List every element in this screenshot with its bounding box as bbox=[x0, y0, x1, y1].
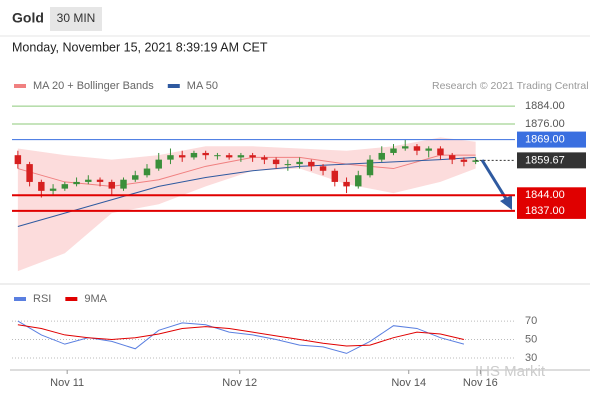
level-label-bg bbox=[517, 131, 586, 148]
candle-body bbox=[73, 181, 80, 185]
candle-body bbox=[331, 170, 339, 182]
ma-line bbox=[17, 156, 476, 227]
legend-label: MA 50 bbox=[187, 80, 218, 92]
legend-swatch bbox=[65, 297, 78, 301]
candle-body bbox=[190, 152, 198, 158]
x-tick-label: Nov 11 bbox=[50, 377, 84, 389]
level-label-bg bbox=[517, 187, 586, 204]
x-tick-label: Nov 14 bbox=[391, 377, 426, 389]
level-label: 1859.67 bbox=[525, 154, 565, 166]
candle-body bbox=[284, 164, 292, 166]
candle-body bbox=[26, 164, 33, 182]
copyright: Research © 2021 Trading Central bbox=[432, 80, 589, 92]
timeframe-tab[interactable] bbox=[50, 7, 102, 31]
instrument-title: Gold bbox=[12, 10, 44, 26]
x-tick-label: Nov 16 bbox=[463, 377, 498, 389]
candle-body bbox=[237, 155, 245, 158]
level-label: 1876.00 bbox=[525, 118, 565, 130]
level-label: 1869.00 bbox=[525, 133, 565, 145]
candle-body bbox=[38, 181, 45, 191]
timestamp: Monday, November 15, 2021 8:39:19 AM CET bbox=[12, 40, 268, 54]
candle-body bbox=[378, 152, 385, 160]
legend-swatch bbox=[167, 84, 180, 88]
candle-body bbox=[49, 188, 57, 191]
y-tick-label: 50 bbox=[525, 333, 537, 345]
candle-body bbox=[401, 146, 409, 149]
legend-swatch bbox=[14, 84, 26, 88]
candle-body bbox=[155, 159, 162, 169]
level-label: 1884.00 bbox=[525, 100, 565, 112]
candle-body bbox=[448, 155, 456, 160]
candle-body bbox=[319, 166, 327, 171]
candle-body bbox=[143, 168, 151, 176]
arrow-head bbox=[500, 195, 512, 210]
candle-body bbox=[249, 155, 256, 158]
bollinger-band bbox=[17, 137, 476, 272]
candle-body bbox=[96, 179, 104, 182]
legend-label: MA 20 + Bollinger Bands bbox=[33, 80, 154, 92]
level-label: 1837.00 bbox=[525, 205, 565, 217]
candle-body bbox=[413, 146, 421, 151]
candle-body bbox=[85, 179, 92, 182]
candle-body bbox=[355, 175, 362, 187]
level-label-bg bbox=[517, 152, 586, 169]
candle-body bbox=[14, 155, 22, 165]
legend-swatch bbox=[14, 297, 26, 301]
candle-body bbox=[460, 159, 468, 162]
candle-body bbox=[225, 155, 233, 158]
candle-body bbox=[343, 181, 350, 187]
candle-body bbox=[132, 175, 139, 180]
timeframe-label[interactable]: 30 MIN bbox=[57, 11, 96, 25]
candle-body bbox=[61, 184, 69, 189]
candle-body bbox=[390, 148, 397, 153]
x-tick-label: Nov 12 bbox=[222, 377, 257, 389]
candle-body bbox=[120, 179, 127, 189]
candle-body bbox=[214, 155, 221, 157]
legend-label: RSI bbox=[33, 293, 51, 305]
candle-body bbox=[472, 160, 479, 162]
watermark: IHS Markit bbox=[475, 363, 546, 380]
y-tick-label: 70 bbox=[525, 315, 537, 327]
candle-body bbox=[202, 152, 209, 156]
candle-body bbox=[425, 148, 432, 151]
candle-body bbox=[178, 155, 186, 158]
candle-body bbox=[261, 157, 268, 160]
candle-body bbox=[167, 155, 174, 160]
candle-body bbox=[366, 159, 374, 176]
candle-body bbox=[108, 181, 116, 189]
level-label-bg bbox=[517, 202, 586, 219]
legend-label: 9MA bbox=[84, 293, 107, 305]
candle-body bbox=[308, 161, 315, 167]
candle-body bbox=[437, 148, 444, 156]
candle-body bbox=[296, 161, 303, 165]
y-tick-label: 30 bbox=[525, 352, 537, 364]
level-label: 1844.00 bbox=[525, 189, 565, 201]
indicator-line bbox=[17, 324, 465, 347]
candle-body bbox=[272, 159, 280, 165]
